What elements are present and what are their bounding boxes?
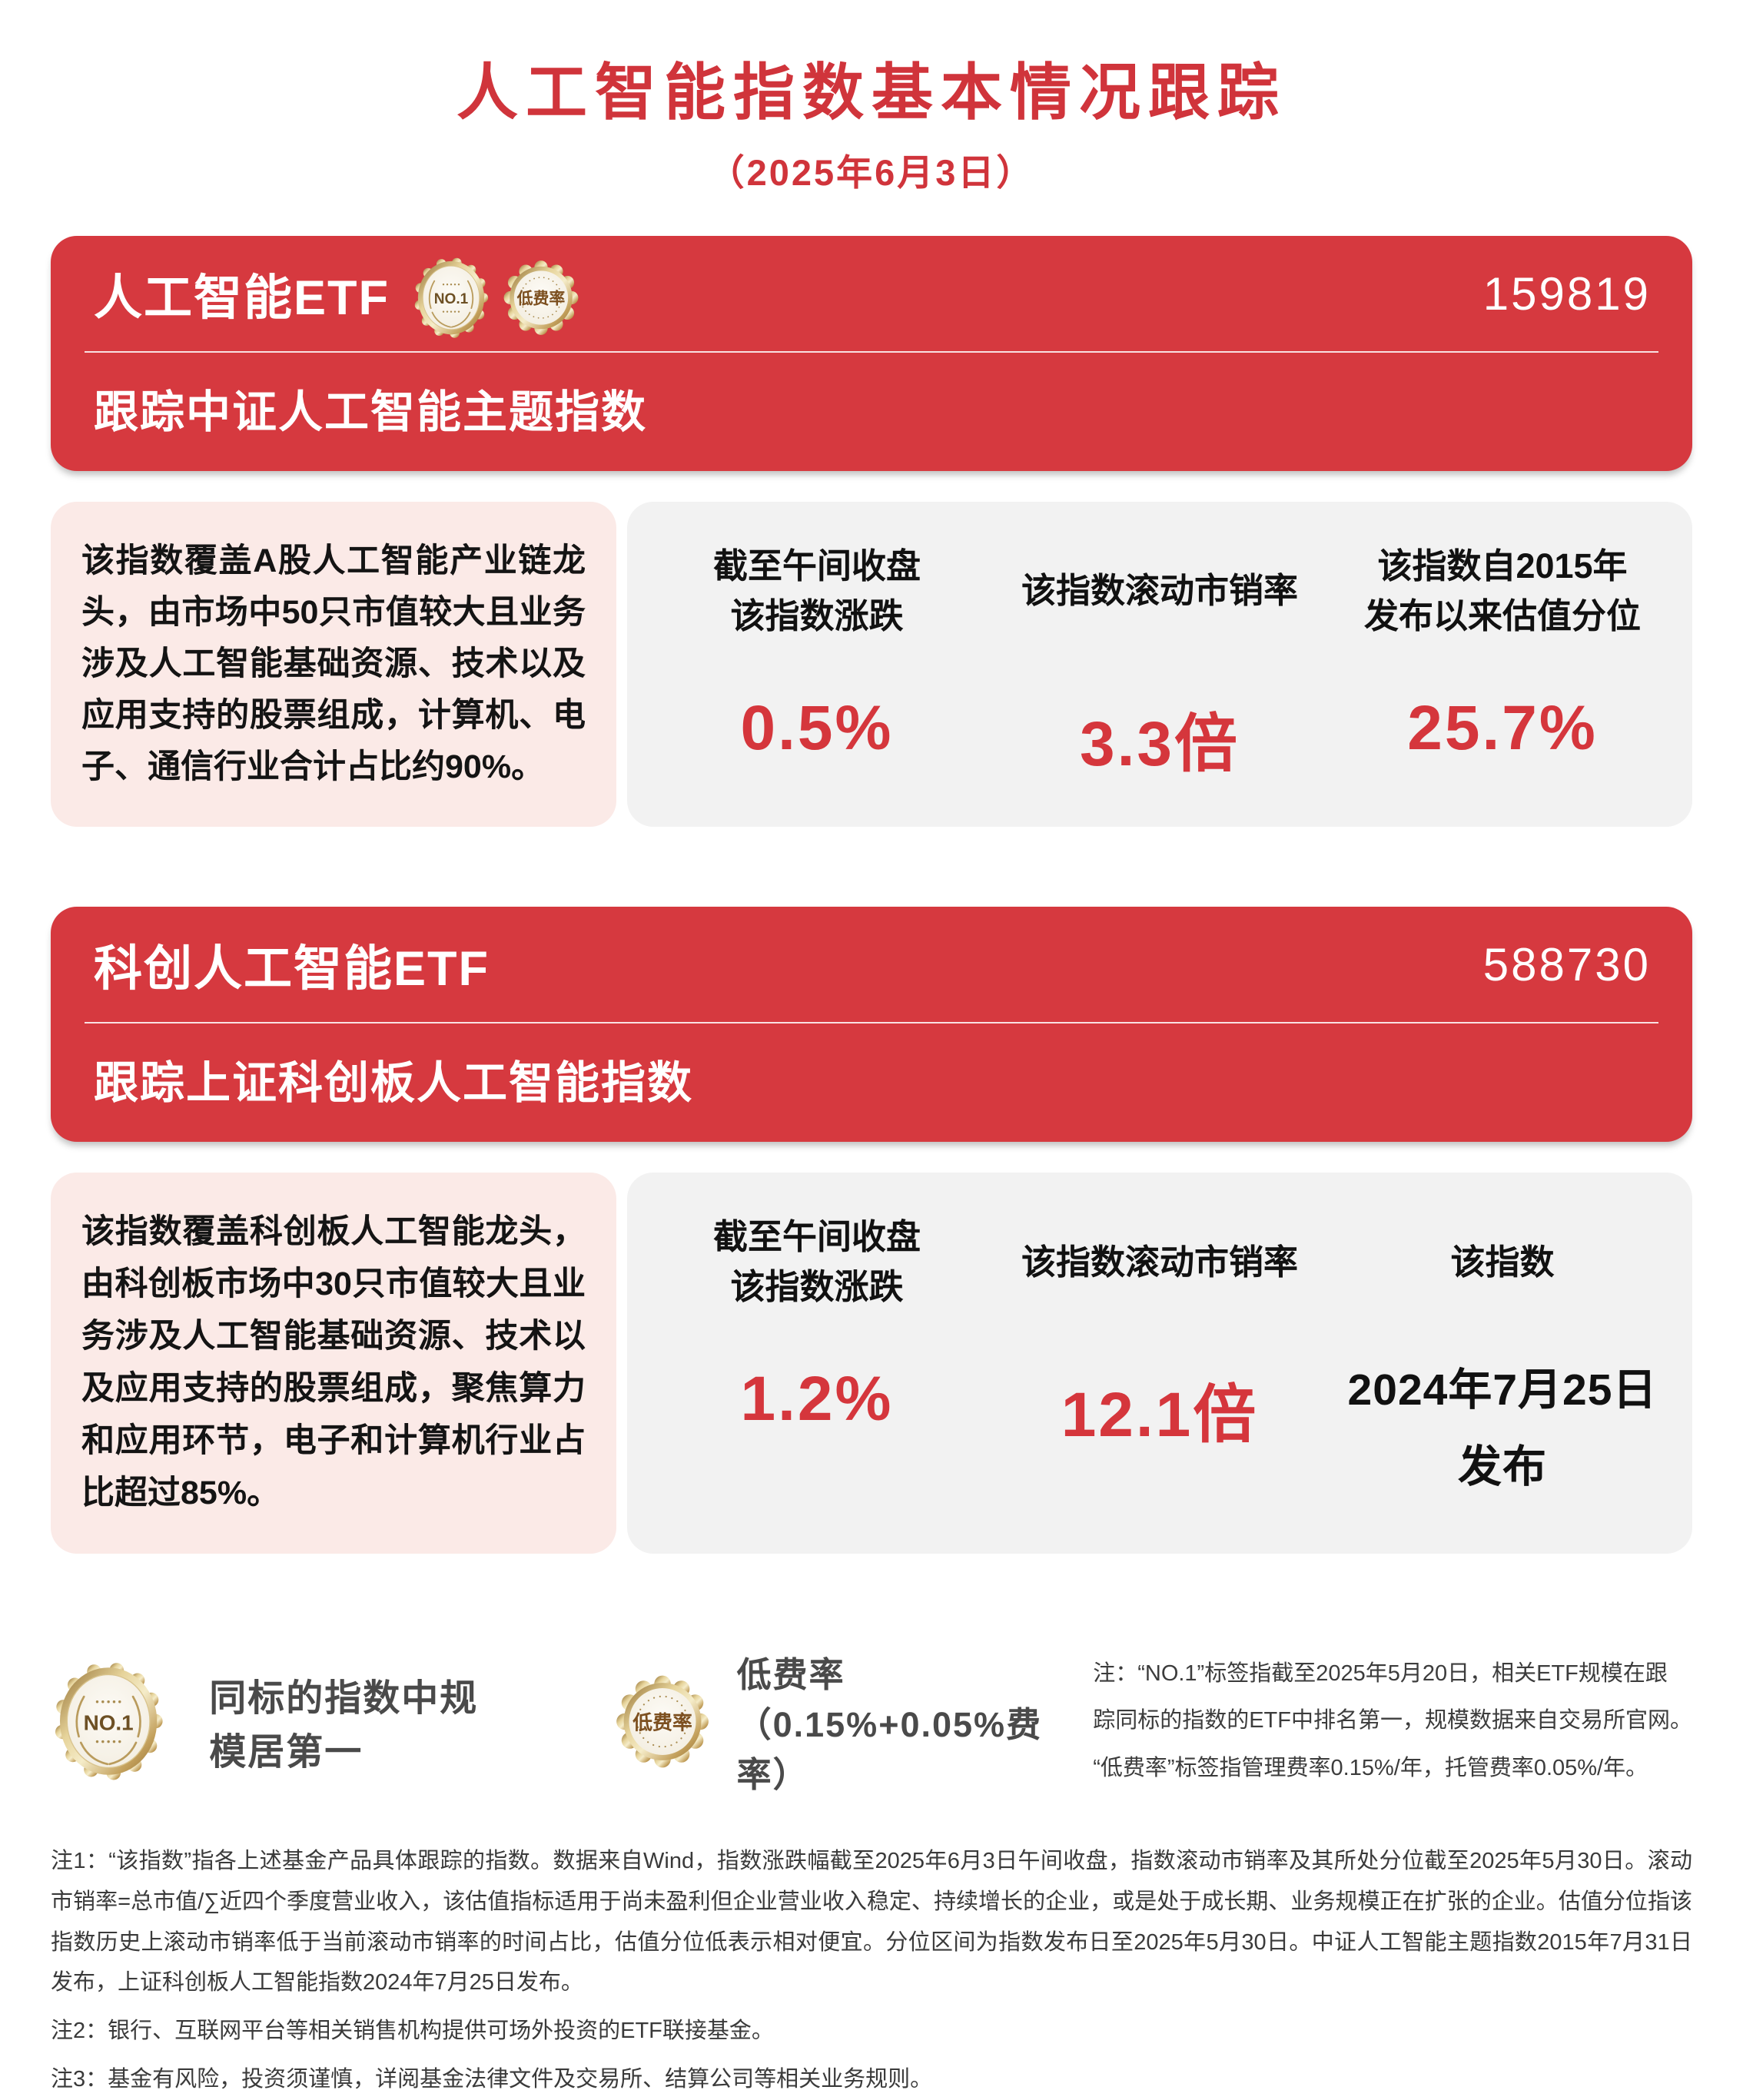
stat-label: 该指数滚动市销率 bbox=[988, 1205, 1331, 1319]
stats-box-1: 截至午间收盘 该指数涨跌 0.5% 该指数滚动市销率 3.3倍 该指数自2015… bbox=[627, 502, 1692, 828]
stat-psr-2: 该指数滚动市销率 12.1倍 bbox=[988, 1205, 1331, 1526]
stat-label-line: 该指数涨跌 bbox=[730, 596, 904, 635]
stat-change-1: 截至午间收盘 该指数涨跌 0.5% bbox=[646, 534, 988, 799]
footnote-2: 注2：银行、互联网平台等相关销售机构提供可场外投资的ETF联接基金。 bbox=[51, 2019, 774, 2044]
badges-note-line: 踪同标的指数的ETF中排名第一，规模数据来自交易所官网。 bbox=[1093, 1708, 1692, 1733]
page-date: （2025年6月3日） bbox=[708, 152, 1035, 193]
content-row-2: 该指数覆盖科创板人工智能龙头，由科创板市场中30只市值较大且业务涉及人工智能基础… bbox=[51, 1173, 1692, 1554]
footnotes: 注1：“该指数”指各上述基金产品具体跟踪的指数。数据来自Wind，指数涨跌幅截至… bbox=[51, 1841, 1692, 2100]
stat-change-2: 截至午间收盘 该指数涨跌 1.2% bbox=[646, 1205, 988, 1526]
lowfee-badge-item: 低费率（0.15%+0.05%费率） bbox=[614, 1647, 1094, 1796]
no1-medal-icon bbox=[413, 256, 490, 340]
page-title: 人工智能指数基本情况跟踪 bbox=[456, 58, 1286, 127]
stat-label-line: 该指数 bbox=[1450, 1242, 1555, 1282]
badges-note-line: “低费率”标签指管理费率0.15%/年，托管费率0.05%/年。 bbox=[1093, 1755, 1648, 1780]
stats-box-2: 截至午间收盘 该指数涨跌 1.2% 该指数滚动市销率 12.1倍 该指数 202… bbox=[627, 1173, 1692, 1554]
stat-label: 该指数 bbox=[1331, 1205, 1674, 1319]
stat-label: 该指数自2015年 发布以来估值分位 bbox=[1331, 534, 1674, 648]
stat-label-line: 该指数涨跌 bbox=[730, 1267, 904, 1307]
etf-code-2: 588730 bbox=[1482, 938, 1651, 990]
lowfee-medal-icon bbox=[502, 257, 580, 339]
badges-note: 注：“NO.1”标签指截至2025年5月20日，相关ETF规模在跟 踪同标的指数… bbox=[1093, 1650, 1692, 1792]
lowfee-medal-icon bbox=[614, 1652, 711, 1791]
badges-note-line: 注：“NO.1”标签指截至2025年5月20日，相关ETF规模在跟 bbox=[1093, 1660, 1668, 1686]
etf-name-2: 科创人工智能ETF bbox=[94, 941, 490, 996]
no1-badge-item: 同标的指数中规模居第一 bbox=[52, 1637, 516, 1806]
stat-percentile-1: 该指数自2015年 发布以来估值分位 25.7% bbox=[1331, 534, 1674, 799]
etf-code-1: 159819 bbox=[1482, 267, 1651, 320]
stat-label-line: 该指数滚动市销率 bbox=[1021, 571, 1298, 611]
etf-banner-2-top: 科创人工智能ETF 588730 bbox=[51, 907, 1692, 1022]
banner-divider bbox=[85, 1022, 1658, 1024]
etf-track-1: 跟踪中证人工智能主题指数 bbox=[94, 387, 648, 437]
stat-label-line: 截至午间收盘 bbox=[712, 1217, 921, 1257]
stat-label-line: 截至午间收盘 bbox=[712, 546, 921, 586]
stat-value: 12.1倍 bbox=[1061, 1380, 1259, 1451]
etf-1-badges bbox=[413, 256, 580, 340]
etf-banner-1: 人工智能ETF 159819 跟踪中证人工智能主题指数 bbox=[51, 236, 1692, 471]
stat-label: 截至午间收盘 该指数涨跌 bbox=[646, 534, 988, 648]
footnote-3: 注3：基金有风险，投资须谨慎，详阅基金法律文件及交易所、结算公司等相关业务规则。 bbox=[51, 2066, 933, 2092]
index-description-2: 该指数覆盖科创板人工智能龙头，由科创板市场中30只市值较大且业务涉及人工智能基础… bbox=[51, 1173, 616, 1554]
index-description-1: 该指数覆盖A股人工智能产业链龙头，由市场中50只市值较大且业务涉及人工智能基础资… bbox=[51, 502, 616, 828]
etf-banner-1-top: 人工智能ETF 159819 bbox=[51, 236, 1692, 351]
stat-psr-1: 该指数滚动市销率 3.3倍 bbox=[988, 534, 1331, 799]
badges-row: 同标的指数中规模居第一 低费率（0.15%+0.05%费率） 注：“NO.1”标… bbox=[51, 1637, 1692, 1806]
lowfee-badge-label: 低费率（0.15%+0.05%费率） bbox=[736, 1654, 1043, 1794]
stat-label: 该指数滚动市销率 bbox=[988, 534, 1331, 648]
stat-label-line: 该指数滚动市销率 bbox=[1021, 1242, 1298, 1282]
stat-value: 3.3倍 bbox=[1080, 709, 1240, 779]
footnote-1: 注1：“该指数”指各上述基金产品具体跟踪的指数。数据来自Wind，指数涨跌幅截至… bbox=[51, 1849, 1692, 1995]
etf-name-1: 人工智能ETF bbox=[94, 270, 390, 325]
launch-date-line: 发布 bbox=[1458, 1442, 1547, 1492]
launch-date-line: 2024年7月25日 bbox=[1347, 1365, 1658, 1415]
no1-medal-icon bbox=[52, 1637, 164, 1806]
stat-value-launch-date: 2024年7月25日 发布 bbox=[1331, 1352, 1674, 1506]
stat-launch-2: 该指数 2024年7月25日 发布 bbox=[1331, 1205, 1674, 1526]
content-row-1: 该指数覆盖A股人工智能产业链龙头，由市场中50只市值较大且业务涉及人工智能基础资… bbox=[51, 502, 1692, 828]
stat-label-line: 该指数自2015年 bbox=[1377, 546, 1628, 586]
stat-label-line: 发布以来估值分位 bbox=[1363, 596, 1641, 635]
stat-value: 0.5% bbox=[740, 693, 894, 763]
stat-value: 1.2% bbox=[740, 1364, 894, 1435]
no1-badge-label: 同标的指数中规模居第一 bbox=[209, 1678, 479, 1773]
etf-banner-2: 科创人工智能ETF 588730 跟踪上证科创板人工智能指数 bbox=[51, 907, 1692, 1143]
etf-track-2: 跟踪上证科创板人工智能指数 bbox=[94, 1058, 694, 1109]
stat-label: 截至午间收盘 该指数涨跌 bbox=[646, 1205, 988, 1319]
banner-divider bbox=[85, 351, 1658, 353]
stat-value: 25.7% bbox=[1407, 693, 1598, 763]
